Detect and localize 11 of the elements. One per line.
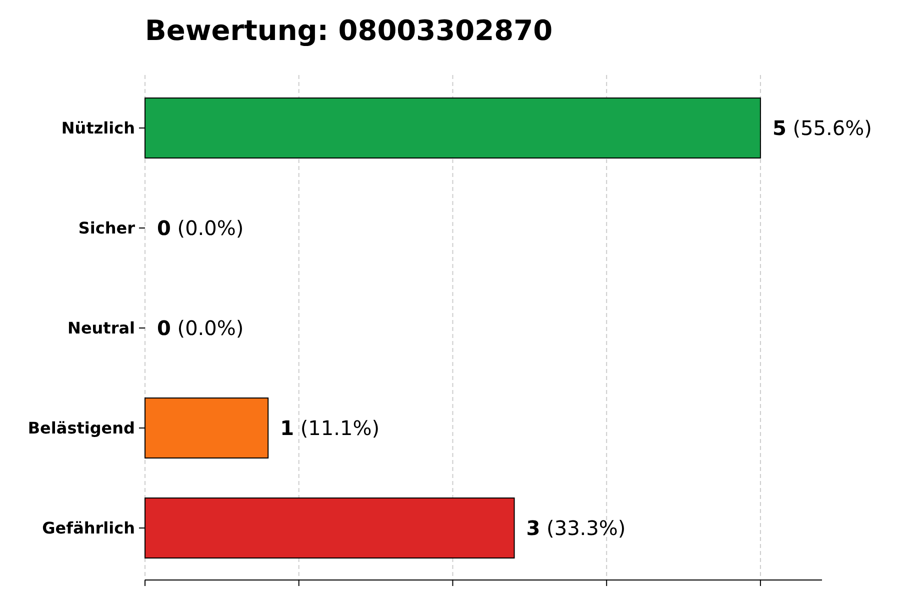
data-label: 0 (0.0%) bbox=[157, 216, 244, 240]
y-tick-label: Belästigend bbox=[28, 418, 135, 438]
data-label: 3 (33.3%) bbox=[526, 516, 626, 540]
y-tick-label: Sicher bbox=[78, 218, 136, 238]
y-tick-label: Nützlich bbox=[61, 118, 135, 138]
data-label: 5 (55.6%) bbox=[772, 116, 872, 140]
data-label: 0 (0.0%) bbox=[157, 316, 244, 340]
y-tick-label: Neutral bbox=[68, 318, 135, 338]
chart-title: Bewertung: 08003302870 bbox=[145, 14, 553, 47]
y-tick-label: Gefährlich bbox=[42, 518, 135, 538]
data-label: 1 (11.1%) bbox=[280, 416, 380, 440]
